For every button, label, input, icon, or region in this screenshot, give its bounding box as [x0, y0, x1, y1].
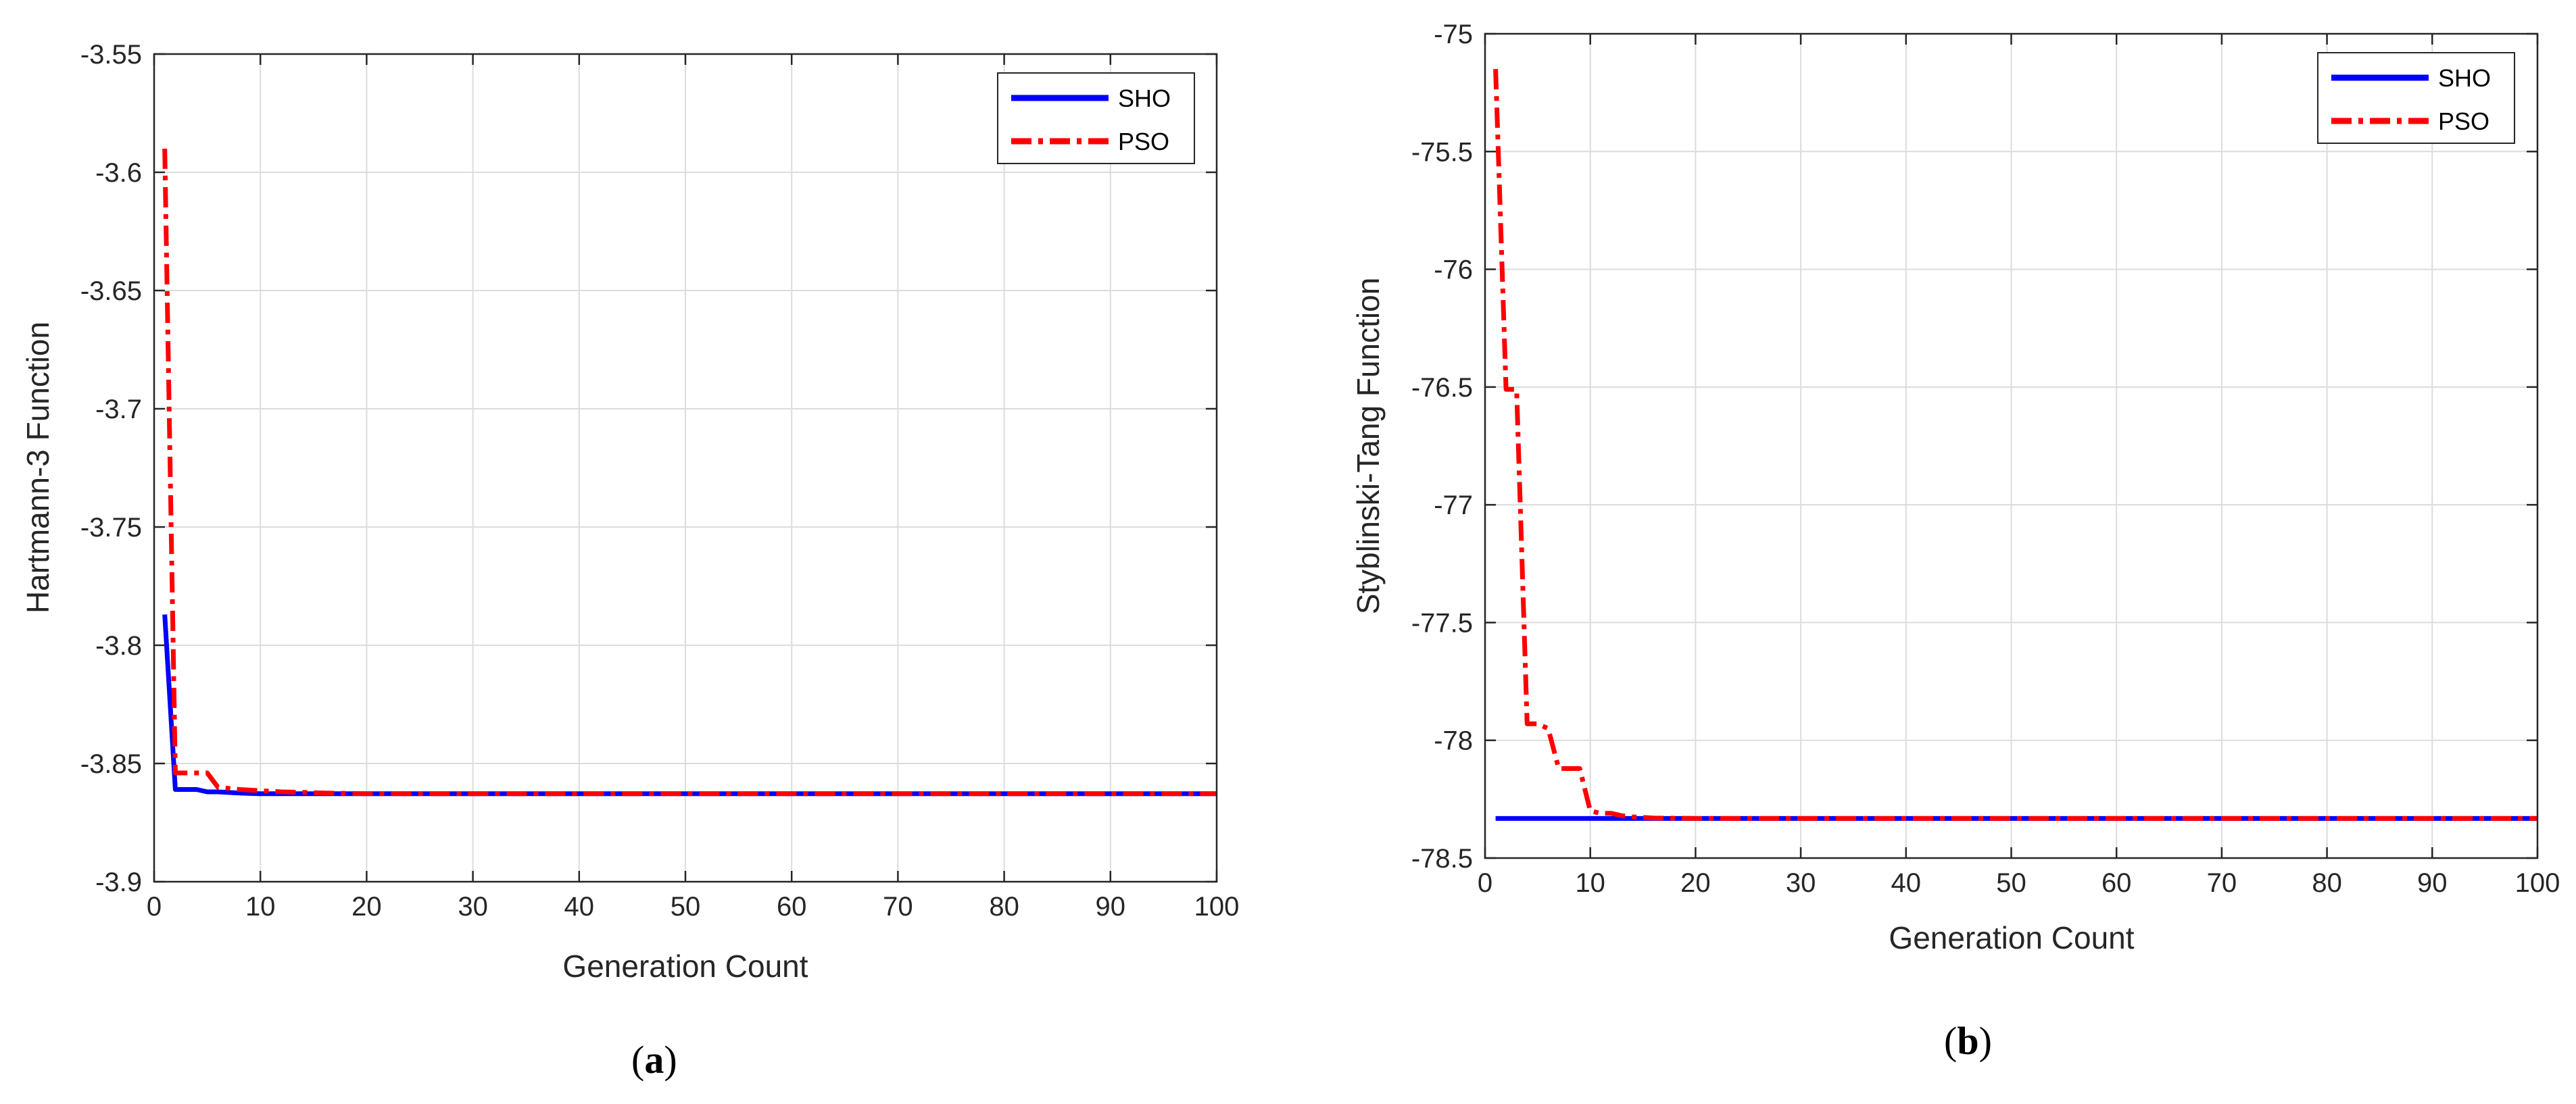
chart-b-x-tick-label: 10	[1575, 868, 1605, 898]
chart-b-x-tick-label: 0	[1478, 868, 1492, 898]
chart-a-x-tick-label: 100	[1194, 892, 1240, 922]
chart-b: 0 10 20 30 40 50 60 70 80 90 100 -78.5 -78 -77.5 -77 -7…	[1351, 20, 2560, 1063]
chart-b-y-tick-label: -76	[1434, 255, 1473, 285]
chart-a-legend-box	[997, 72, 1195, 164]
chart-a-y-tick-label: -3.7	[95, 395, 142, 424]
chart-b-y-tick-label: -75	[1434, 20, 1473, 49]
chart-b-series	[1493, 69, 2537, 821]
chart-b-grid	[1485, 34, 2537, 858]
chart-a-grid	[154, 54, 1217, 882]
chart-a-x-tick-label: 40	[564, 892, 595, 922]
chart-b-y-tick-label: -76.5	[1411, 373, 1473, 403]
chart-b-y-tick-label: -78	[1434, 726, 1473, 756]
chart-b-legend-label-pso: PSO	[2438, 107, 2489, 135]
chart-a-legend-label-pso: PSO	[1118, 128, 1169, 155]
chart-a-x-tick-label: 60	[777, 892, 807, 922]
chart-a-x-tick-label: 80	[989, 892, 1019, 922]
chart-b-legend-box	[2317, 52, 2515, 144]
chart-b-ticks: 0 10 20 30 40 50 60 70 80 90 100 -78.5 -78 -77.5 -77 -7…	[1411, 20, 2560, 898]
chart-a-legend-label-sho: SHO	[1118, 84, 1171, 112]
chart-b-y-tick-label: -78.5	[1411, 844, 1473, 874]
chart-a-ticks: 0 10 20 30 40 50 60 70 80 90 100 -3.9 -3.85 -3.8 -3.75…	[80, 40, 1240, 922]
chart-a-y-tick-label: -3.75	[80, 513, 142, 543]
chart-b-y-axis-label: Styblinski-Tang Function	[1351, 278, 1386, 615]
chart-b-x-axis-label: Generation Count	[1889, 920, 2134, 955]
chart-b-x-tick-label: 60	[2101, 868, 2132, 898]
chart-a-x-tick-label: 70	[883, 892, 913, 922]
chart-a-x-tick-label: 10	[245, 892, 276, 922]
chart-a-x-tick-label: 20	[351, 892, 382, 922]
chart-b-x-tick-label: 90	[2417, 868, 2448, 898]
chart-a-y-tick-label: -3.85	[80, 749, 142, 779]
chart-b-legend-label-sho: SHO	[2438, 64, 2491, 92]
chart-b-y-tick-label: -77	[1434, 491, 1473, 520]
chart-a-series-pso-line	[162, 148, 1217, 797]
chart-a-x-axis-label: Generation Count	[562, 949, 808, 984]
chart-b-x-tick-label: 100	[2515, 868, 2560, 898]
chart-a-legend: SHO PSO	[997, 72, 1195, 164]
chart-b-x-tick-label: 70	[2207, 868, 2237, 898]
chart-b-caption: (b)	[1944, 1019, 1992, 1063]
chart-b-y-tick-label: -75.5	[1411, 137, 1473, 167]
chart-b-x-tick-label: 30	[1786, 868, 1816, 898]
chart-a: 0 10 20 30 40 50 60 70 80 90 100 -3.9 -3.85 -3.8 -3.75…	[20, 40, 1239, 1082]
chart-b-x-tick-label: 80	[2312, 868, 2342, 898]
chart-a-y-tick-label: -3.6	[95, 158, 142, 188]
chart-a-series-sho-line	[162, 614, 1217, 797]
chart-a-y-tick-label: -3.55	[80, 40, 142, 70]
chart-a-series	[162, 148, 1217, 797]
chart-a-x-tick-label: 0	[147, 892, 162, 922]
chart-b-y-tick-label: -77.5	[1411, 608, 1473, 638]
chart-a-caption: (a)	[631, 1038, 677, 1082]
chart-b-series-pso-line	[1493, 69, 2537, 821]
chart-b-legend: SHO PSO	[2317, 52, 2515, 144]
chart-a-y-axis-label: Hartmann-3 Function	[20, 322, 55, 613]
chart-b-x-tick-label: 50	[1996, 868, 2026, 898]
chart-a-x-tick-label: 30	[458, 892, 488, 922]
chart-a-x-tick-label: 90	[1096, 892, 1126, 922]
chart-b-x-tick-label: 20	[1680, 868, 1711, 898]
chart-a-y-tick-label: -3.65	[80, 276, 142, 306]
chart-a-y-tick-label: -3.8	[95, 631, 142, 661]
chart-a-x-tick-label: 50	[671, 892, 701, 922]
chart-a-y-tick-label: -3.9	[95, 868, 142, 897]
chart-b-x-tick-label: 40	[1891, 868, 1922, 898]
